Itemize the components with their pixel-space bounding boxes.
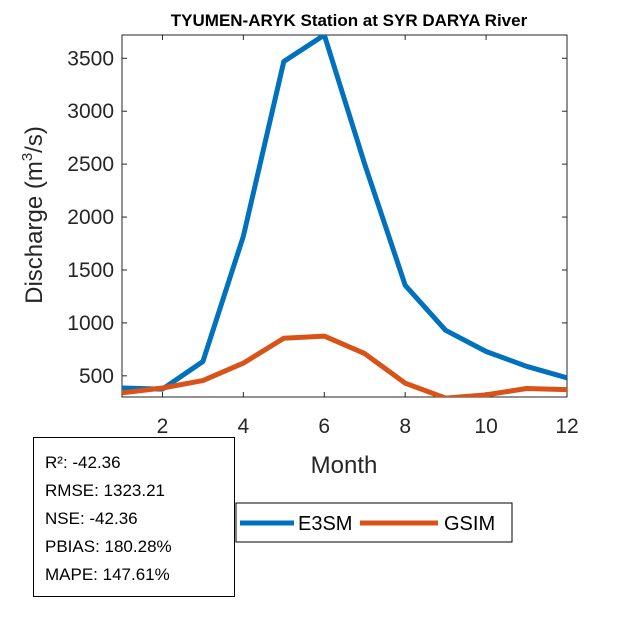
y-tick-labels: 500 1000 1500 2000 2500 3000 3500	[67, 47, 114, 388]
chart-title: TYUMEN-ARYK Station at SYR DARYA River	[171, 11, 528, 30]
y-axis-label: Discharge (m3/s)	[19, 126, 48, 304]
series-line-e3sm	[122, 35, 567, 392]
stats-box: R²: -42.36 RMSE: 1323.21 NSE: -42.36 PBI…	[33, 437, 235, 597]
x-tick-label: 8	[399, 415, 411, 438]
x-tick-label: 12	[555, 415, 578, 438]
x-tick-labels: 2 4 6 8 10 12	[157, 415, 579, 438]
legend: E3SM GSIM	[235, 502, 513, 543]
x-tick-label: 10	[474, 415, 497, 438]
series-line-gsim	[122, 333, 567, 397]
stat-nse: NSE: -42.36	[45, 509, 138, 528]
x-tick-label: 4	[238, 415, 250, 438]
x-axis-label: Month	[311, 452, 378, 479]
legend-label-e3sm: E3SM	[298, 513, 352, 535]
stat-mape: MAPE: 147.61%	[45, 565, 170, 584]
y-tick-label: 1500	[67, 259, 114, 282]
x-tick-label: 2	[157, 415, 169, 438]
axes-box	[121, 34, 568, 398]
stat-pbias: PBIAS: 180.28%	[45, 537, 172, 556]
y-tick-label: 2000	[67, 206, 114, 229]
stat-rmse: RMSE: 1323.21	[45, 481, 166, 500]
y-tick-label: 3000	[67, 100, 114, 123]
y-tick-label: 500	[79, 365, 114, 388]
plot-area	[121, 34, 568, 398]
stat-r2: R²: -42.36	[45, 453, 121, 472]
x-tick-label: 6	[318, 415, 330, 438]
y-tick-label: 1000	[67, 312, 114, 335]
y-axis-label-main: Discharge (m	[21, 161, 48, 304]
legend-label-gsim: GSIM	[444, 513, 495, 535]
y-axis-label-end: /s)	[21, 126, 48, 153]
y-axis-label-sup: 3	[19, 153, 36, 161]
y-tick-label: 2500	[67, 153, 114, 176]
y-tick-label: 3500	[67, 47, 114, 70]
